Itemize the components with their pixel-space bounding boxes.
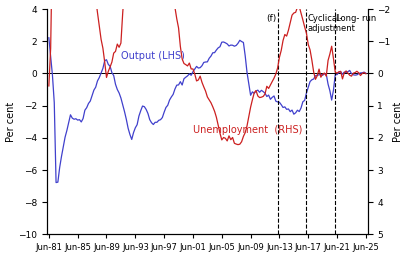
Y-axis label: Per cent: Per cent — [6, 102, 16, 142]
Text: Unemployment  (RHS): Unemployment (RHS) — [193, 125, 302, 135]
Text: Output (LHS): Output (LHS) — [121, 51, 185, 61]
Text: (f): (f) — [266, 14, 276, 23]
Y-axis label: Per cent: Per cent — [393, 102, 403, 142]
Text: Long- run: Long- run — [336, 14, 376, 23]
Text: Cyclical-
adjustment: Cyclical- adjustment — [307, 14, 355, 33]
